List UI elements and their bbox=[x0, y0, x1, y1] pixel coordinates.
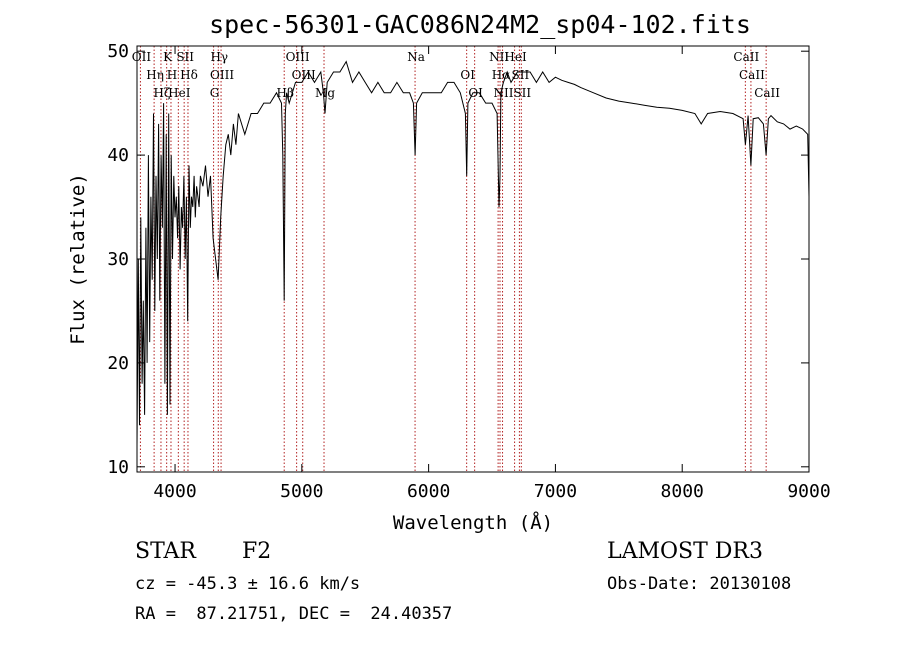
spectral-class: F2 bbox=[242, 539, 272, 564]
x-tick-label: 5000 bbox=[280, 481, 323, 502]
spectral-line-label: OII bbox=[132, 50, 152, 64]
x-axis-ticks: 4000 5000 6000 7000 8000 9000 bbox=[153, 46, 831, 502]
spectral-line-label: NII bbox=[494, 86, 514, 100]
y-tick-label: 50 bbox=[107, 41, 129, 62]
x-tick-label: 7000 bbox=[534, 481, 577, 502]
spectral-line-label: Na bbox=[407, 50, 425, 64]
chart-title: spec-56301-GAC086N24M2_sp04-102.fits bbox=[209, 10, 751, 39]
spectral-line-markers bbox=[139, 46, 767, 472]
spectral-line-labels: OII Hη Hζ KH HeI SII Hδ G Hγ OIII Hβ OIII OIII Mg Na OI… bbox=[132, 50, 781, 100]
spectral-line-label: H bbox=[167, 68, 177, 82]
spectral-line-label: CaII bbox=[733, 50, 759, 64]
spectral-line-label: SII bbox=[513, 86, 531, 100]
y-axis-label: Flux (relative) bbox=[67, 173, 89, 345]
spectral-line-label: OIII bbox=[286, 50, 310, 64]
y-tick-label: 30 bbox=[107, 249, 129, 270]
spectral-line-label: Hδ bbox=[180, 68, 198, 82]
spectral-line-label: G bbox=[210, 86, 220, 100]
x-tick-label: 6000 bbox=[407, 481, 450, 502]
flux-series-line bbox=[136, 60, 810, 447]
obs-date: Obs-Date: 20130108 bbox=[607, 574, 792, 594]
spectral-line-label: NII bbox=[489, 50, 509, 64]
object-type: STAR bbox=[135, 539, 196, 564]
x-axis-label: Wavelength (Å) bbox=[393, 511, 553, 534]
y-axis-ticks: 10 20 30 40 50 bbox=[107, 41, 809, 478]
redshift-text: cz = -45.3 ± 16.6 km/s bbox=[135, 574, 361, 594]
spectral-line-label: SII bbox=[176, 50, 194, 64]
spectral-line-label: CaII bbox=[739, 68, 765, 82]
spectral-line-label: Hβ bbox=[277, 86, 294, 100]
y-tick-label: 20 bbox=[107, 353, 129, 374]
spectral-line-label: HeI bbox=[168, 86, 191, 100]
spectral-line-label: Mg bbox=[315, 86, 335, 100]
spectral-line-label: OIII bbox=[292, 68, 316, 82]
spectral-line-label: OIII bbox=[210, 68, 234, 82]
x-tick-label: 8000 bbox=[661, 481, 704, 502]
spectral-line-label: OI bbox=[460, 68, 475, 82]
spectral-line-label: HeI bbox=[504, 50, 527, 64]
x-tick-label: 4000 bbox=[153, 481, 196, 502]
spectral-line-label: Hη bbox=[146, 68, 164, 82]
spectral-line-label: Hζ bbox=[153, 86, 170, 100]
spectral-line-label: SII bbox=[512, 68, 530, 82]
spectral-line-label: Hα bbox=[492, 68, 511, 82]
coordinates-text: RA = 87.21751, DEC = 24.40357 bbox=[135, 604, 453, 624]
y-tick-label: 40 bbox=[107, 145, 129, 166]
spectral-line-label: CaII bbox=[754, 86, 780, 100]
y-tick-label: 10 bbox=[107, 457, 129, 478]
spectral-line-label: Hγ bbox=[210, 50, 228, 64]
spectral-line-label: K bbox=[163, 50, 173, 64]
x-tick-label: 9000 bbox=[787, 481, 830, 502]
survey-name: LAMOST DR3 bbox=[607, 539, 763, 564]
plot-frame bbox=[136, 45, 810, 473]
